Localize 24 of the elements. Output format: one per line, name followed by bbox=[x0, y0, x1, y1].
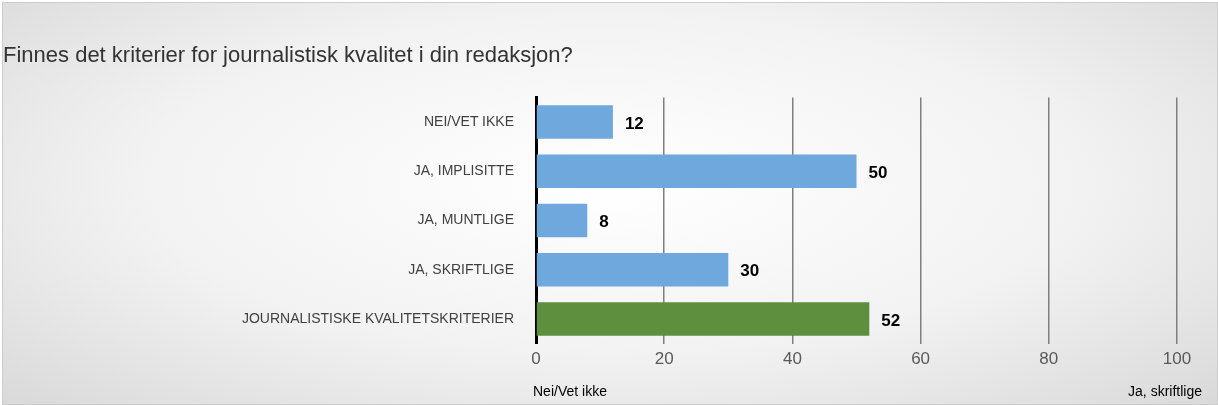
data-label: 50 bbox=[868, 162, 888, 182]
x-tick-label: 60 bbox=[911, 349, 931, 369]
x-tick-label: 20 bbox=[654, 349, 674, 369]
x-tick-label: 80 bbox=[1039, 349, 1059, 369]
text: Finnes det kriterier for journalistisk kvalitet i din redaksjon? bbox=[3, 42, 573, 68]
y-tick-label: NEI/VET IKKE bbox=[424, 112, 514, 129]
y-tick-label: JA, IMPLISITTE bbox=[413, 162, 514, 179]
data-label: 30 bbox=[740, 261, 760, 281]
y-tick-label: JOURNALISTISKE KVALITETSKRITERIER bbox=[241, 309, 514, 326]
x-tick-label: 100 bbox=[1162, 349, 1192, 369]
bar bbox=[536, 105, 613, 139]
y-tick-label: JA, SKRIFTLIGE bbox=[408, 260, 514, 277]
data-label: 8 bbox=[599, 212, 609, 232]
bar bbox=[536, 302, 870, 336]
bar bbox=[536, 203, 588, 238]
x-tick-label: 40 bbox=[782, 349, 802, 369]
y-tick-label: JA, MUNTLIGE bbox=[417, 211, 514, 228]
text: Ja, skriftlige bbox=[1128, 383, 1203, 399]
bar bbox=[536, 253, 729, 287]
data-label: 52 bbox=[881, 310, 901, 330]
text: Nei/Vet ikke bbox=[533, 383, 608, 399]
bar bbox=[536, 154, 857, 188]
data-label: 12 bbox=[624, 113, 644, 133]
x-tick-label: 0 bbox=[531, 349, 541, 369]
